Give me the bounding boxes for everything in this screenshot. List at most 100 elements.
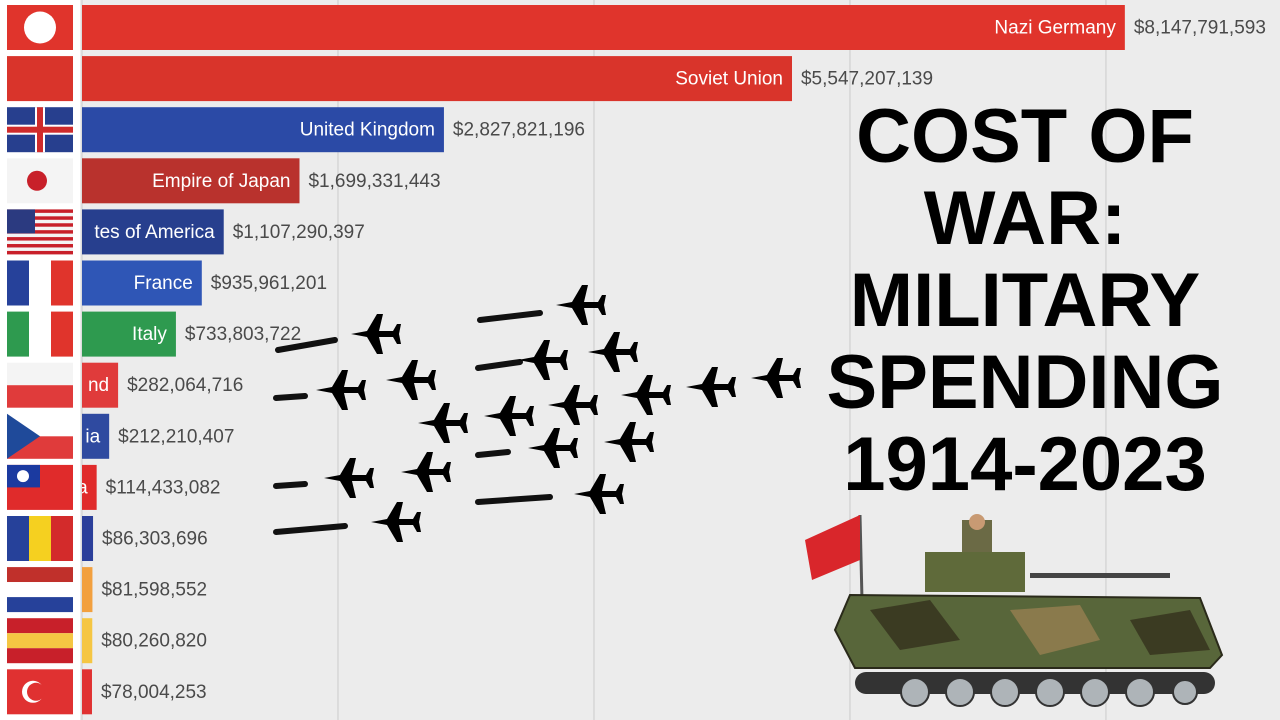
bar-label: Empire of Japan <box>152 171 290 192</box>
title-line: MILITARY <box>850 258 1200 343</box>
flag <box>7 56 73 102</box>
value-label: $5,547,207,139 <box>801 69 933 90</box>
flag-stripe <box>7 618 73 634</box>
bar-label: United Kingdom <box>300 120 435 141</box>
flag-stripe <box>29 311 51 357</box>
value-label: $1,107,290,397 <box>233 222 365 243</box>
bar <box>82 107 444 153</box>
plane <box>556 285 606 325</box>
flag-cross <box>37 107 43 153</box>
bar-label: Italy <box>132 324 167 345</box>
bar <box>82 567 93 613</box>
flag <box>7 5 73 50</box>
value-label: $81,598,552 <box>101 580 207 601</box>
plane <box>484 396 534 436</box>
plane <box>574 474 624 514</box>
flag-stripe <box>7 582 73 598</box>
flag-stripe <box>7 216 73 220</box>
bar-label: France <box>134 273 193 294</box>
plane <box>316 370 366 410</box>
flag <box>7 209 73 255</box>
flag-stripe <box>51 311 73 357</box>
flag-emblem <box>24 11 56 44</box>
value-label: $733,803,722 <box>185 324 301 345</box>
flag <box>7 107 73 153</box>
value-label: $114,433,082 <box>106 477 221 498</box>
value-label: $935,961,201 <box>211 273 327 294</box>
flag-stripe <box>7 567 73 583</box>
value-label: $8,147,791,593 <box>1134 18 1266 39</box>
plane <box>751 358 801 398</box>
flag-stripe <box>7 633 73 649</box>
flag-stripe <box>7 385 73 408</box>
plane <box>386 360 436 400</box>
flag <box>7 413 73 459</box>
flag-stripe <box>7 648 73 664</box>
plane <box>371 502 421 542</box>
bar-label: tes of America <box>94 222 215 243</box>
title-line: 1914-2023 <box>843 422 1206 507</box>
title-line: COST OF <box>856 94 1194 179</box>
bar <box>82 516 94 561</box>
flag-triangle <box>7 413 40 459</box>
bar <box>82 618 93 664</box>
bar <box>82 158 300 204</box>
title-line: SPENDING <box>827 340 1224 425</box>
flag <box>7 158 73 204</box>
bar-label: Soviet Union <box>675 69 783 90</box>
flag-stripe <box>7 597 73 613</box>
title-line: WAR: <box>924 176 1127 261</box>
bar <box>82 5 1125 50</box>
bar-label: Nazi Germany <box>994 18 1116 39</box>
flag-sun <box>17 470 29 483</box>
value-label: $282,064,716 <box>127 375 243 396</box>
plane <box>401 452 451 492</box>
flag <box>7 618 73 664</box>
bar-label: a <box>77 477 88 498</box>
flag-stripe <box>7 244 73 248</box>
plane <box>528 428 578 468</box>
flag-stripe <box>29 260 51 306</box>
flag-stripe <box>7 362 73 386</box>
bar <box>82 464 97 510</box>
value-label: $86,303,696 <box>102 529 208 550</box>
plane <box>686 367 736 407</box>
value-label: $1,699,331,443 <box>308 171 440 192</box>
flag <box>7 567 73 613</box>
planes-decoration <box>273 285 801 542</box>
plane <box>418 403 468 443</box>
flag-stripe <box>7 230 73 234</box>
bar <box>82 260 202 306</box>
flag-stripe <box>7 237 73 241</box>
plane <box>604 422 654 462</box>
bar-label: ia <box>85 426 100 447</box>
bar-label: nd <box>88 375 109 396</box>
flag-stripe <box>7 223 73 227</box>
value-label: $78,004,253 <box>101 682 207 703</box>
flag-sun <box>27 170 47 191</box>
bar <box>82 311 176 357</box>
smoke-trails <box>273 310 553 535</box>
flag <box>7 516 73 561</box>
flag-stripe <box>7 250 73 255</box>
flag <box>7 669 73 715</box>
flag <box>7 311 73 357</box>
plane <box>351 314 401 354</box>
bar <box>82 362 119 408</box>
value-label: $80,260,820 <box>101 631 207 652</box>
flag-stripe <box>7 209 73 213</box>
bar <box>82 413 110 459</box>
plane <box>621 375 671 415</box>
flag <box>7 362 73 408</box>
flag-canton <box>7 209 35 234</box>
flag <box>7 464 73 510</box>
flag-stripe <box>7 516 29 561</box>
tank-illustration <box>805 514 1224 707</box>
plane <box>518 340 568 380</box>
value-label: $2,827,821,196 <box>453 120 585 141</box>
flag-stripe <box>7 260 29 306</box>
plane <box>324 458 374 498</box>
flag-stripe <box>29 516 51 561</box>
